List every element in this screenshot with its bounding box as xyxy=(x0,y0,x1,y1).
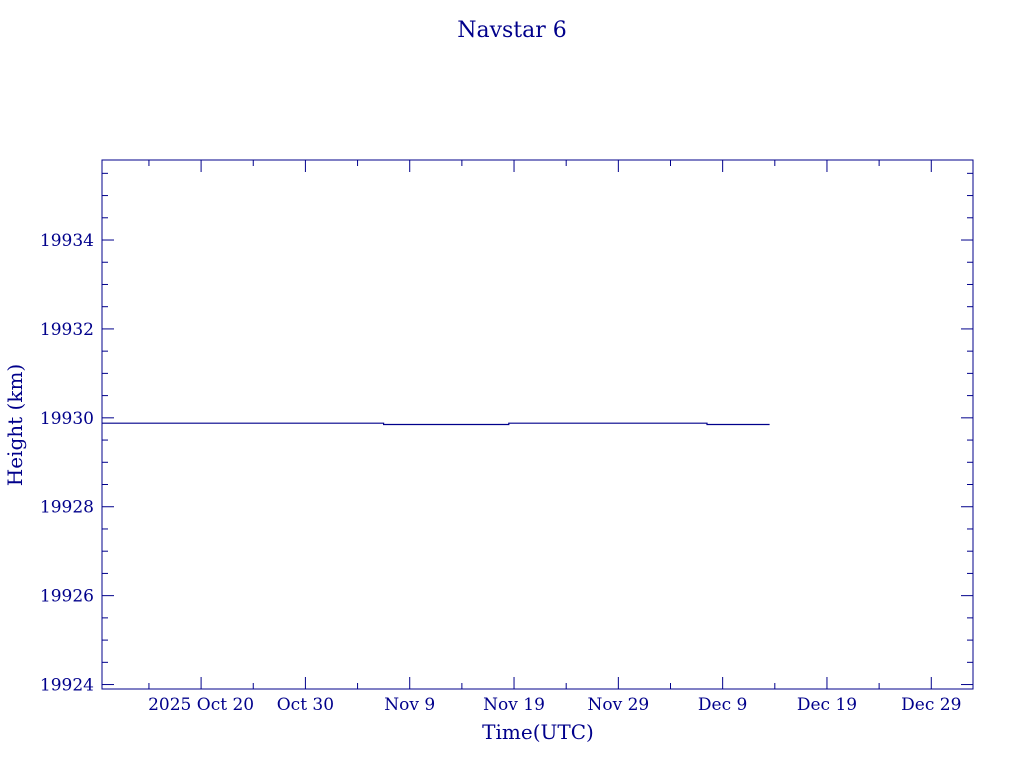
x-tick-label: Nov 9 xyxy=(384,695,435,715)
series-line xyxy=(102,422,770,426)
x-axis: 2025 Oct 20 Oct 30 Nov 9 Nov 19 Nov 29 Dec 9 D… xyxy=(148,160,961,715)
y-tick-label: 19928 xyxy=(40,498,94,518)
y-axis-label: Height (km) xyxy=(3,364,27,486)
x-tick-label: Oct 30 xyxy=(277,695,334,715)
y-tick-label: 19934 xyxy=(40,231,94,251)
y-tick-label: 19926 xyxy=(40,587,94,607)
y-tick-label: 19924 xyxy=(40,676,94,696)
series-group xyxy=(102,422,770,426)
x-tick-label: Dec 29 xyxy=(901,695,961,715)
x-tick-label: 2025 Oct 20 xyxy=(148,695,254,715)
x-tick-label: Dec 19 xyxy=(797,695,857,715)
x-tick-label: Dec 9 xyxy=(698,695,747,715)
y-tick-label: 19932 xyxy=(40,320,94,340)
y-axis: 19924 19926 19928 19930 19932 19934 xyxy=(40,172,973,696)
x-tick-label: Nov 19 xyxy=(483,695,545,715)
y-tick-label: 19930 xyxy=(40,409,94,429)
x-axis-label: Time(UTC) xyxy=(482,720,594,744)
chart-title: Navstar 6 xyxy=(457,18,567,43)
x-tick-label: Nov 29 xyxy=(587,695,649,715)
plot-frame xyxy=(101,159,974,690)
